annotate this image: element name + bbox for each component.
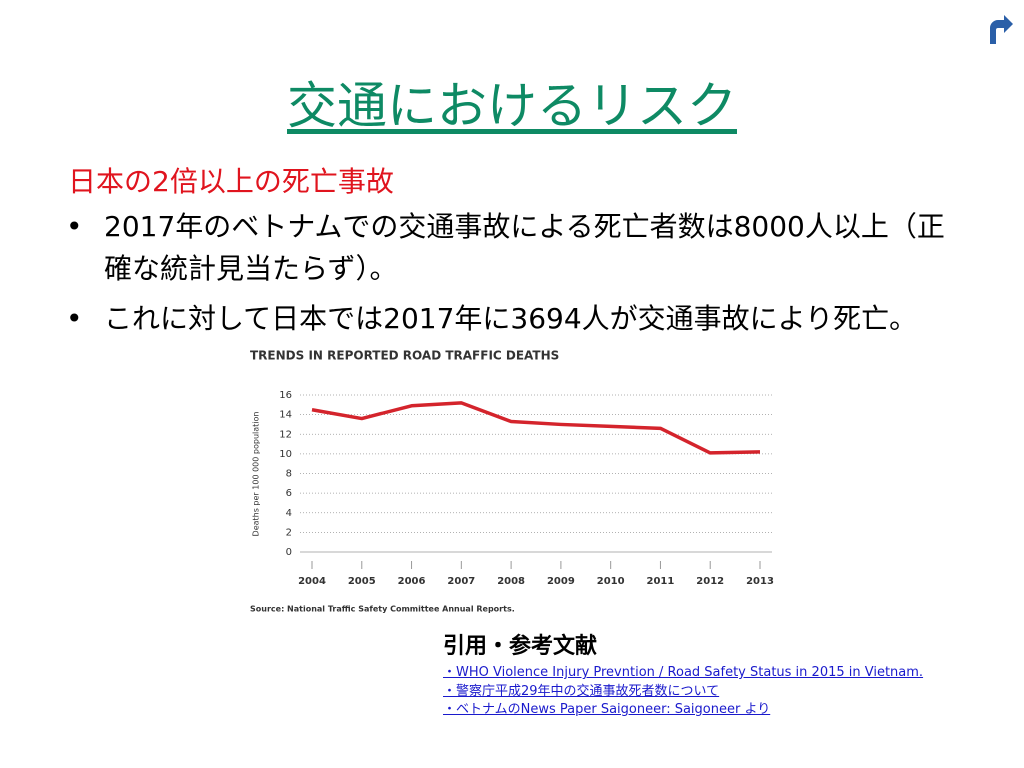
bullet: • これに対して日本では2017年に3694人が交通事故により死亡。 — [66, 298, 966, 340]
x-tick-label: 2005 — [348, 576, 376, 587]
slide-title: 交通におけるリスク — [287, 77, 737, 135]
reference-link[interactable]: ・警察庁平成29年中の交通事故死者数について — [443, 684, 720, 699]
references-heading: 引用・参考文献 — [443, 634, 598, 659]
source: Source: National Traffic Safety Committe… — [250, 605, 515, 614]
x-tick-label: 2013 — [746, 576, 774, 587]
y-tick-label: 8 — [286, 469, 292, 480]
x-tick-label: 2008 — [497, 576, 525, 587]
reference-link[interactable]: ・ベトナムのNews Paper Saigoneer: Saigoneer より — [443, 702, 771, 717]
x-tick-label: 2012 — [696, 576, 724, 587]
y-tick-label: 12 — [279, 429, 292, 440]
x-tick-label: 2004 — [298, 576, 326, 587]
bullet-text: これに対して日本では2017年に3694人が交通事故により死亡。 — [104, 302, 918, 335]
x-tick-label: 2006 — [398, 576, 426, 587]
x-tick-label: 2011 — [647, 576, 675, 587]
y-tick-label: 0 — [286, 547, 292, 558]
x-tick-label: 2010 — [597, 576, 625, 587]
y-tick-label: 6 — [286, 488, 292, 499]
y-tick-label: 2 — [286, 527, 292, 538]
x-tick-label: 2009 — [547, 576, 575, 587]
y-tick-label: 10 — [279, 449, 292, 460]
y-tick-label: 14 — [279, 410, 292, 421]
data-line — [311, 401, 761, 455]
y-tick-label: 4 — [286, 508, 292, 519]
x-tick-label: 2007 — [447, 576, 475, 587]
subtitle: 日本の2倍以上の死亡事故 — [68, 165, 394, 198]
chart: TRENDS IN REPORTED ROAD TRAFFIC DEATHS D… — [250, 349, 774, 614]
bullet-text: 2017年のベトナムでの交通事故による死亡者数は8000人以上（正確な統計見当た… — [104, 210, 945, 285]
chart-title: TRENDS IN REPORTED ROAD TRAFFIC DEATHS — [250, 349, 559, 363]
return-icon[interactable] — [984, 14, 1016, 46]
y-tick-label: 16 — [279, 390, 292, 401]
reference-link[interactable]: ・WHO Violence Injury Prevntion / Road Sa… — [443, 665, 924, 680]
y-axis-label: Deaths per 100 000 population — [252, 412, 261, 537]
bullet: • 2017年のベトナムでの交通事故による死亡者数は8000人以上（正確な統計見当… — [66, 206, 966, 290]
